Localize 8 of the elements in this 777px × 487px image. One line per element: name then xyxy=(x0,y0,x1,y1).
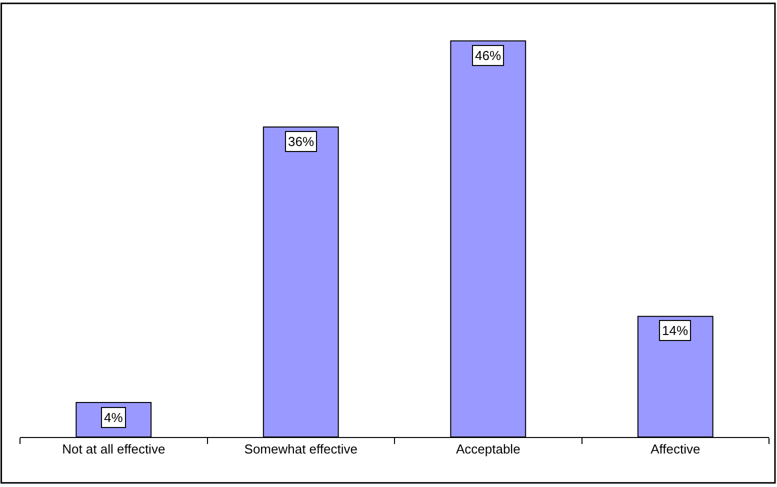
x-tick-label: Not at all effective xyxy=(62,442,166,457)
data-label: 36% xyxy=(288,134,314,149)
x-tick-label: Acceptable xyxy=(456,442,520,457)
x-tick-label: Affective xyxy=(650,442,700,457)
x-tick-label: Somewhat effective xyxy=(244,442,358,457)
data-label: 4% xyxy=(104,410,124,425)
data-label: 46% xyxy=(475,48,502,63)
data-label: 14% xyxy=(662,323,688,338)
